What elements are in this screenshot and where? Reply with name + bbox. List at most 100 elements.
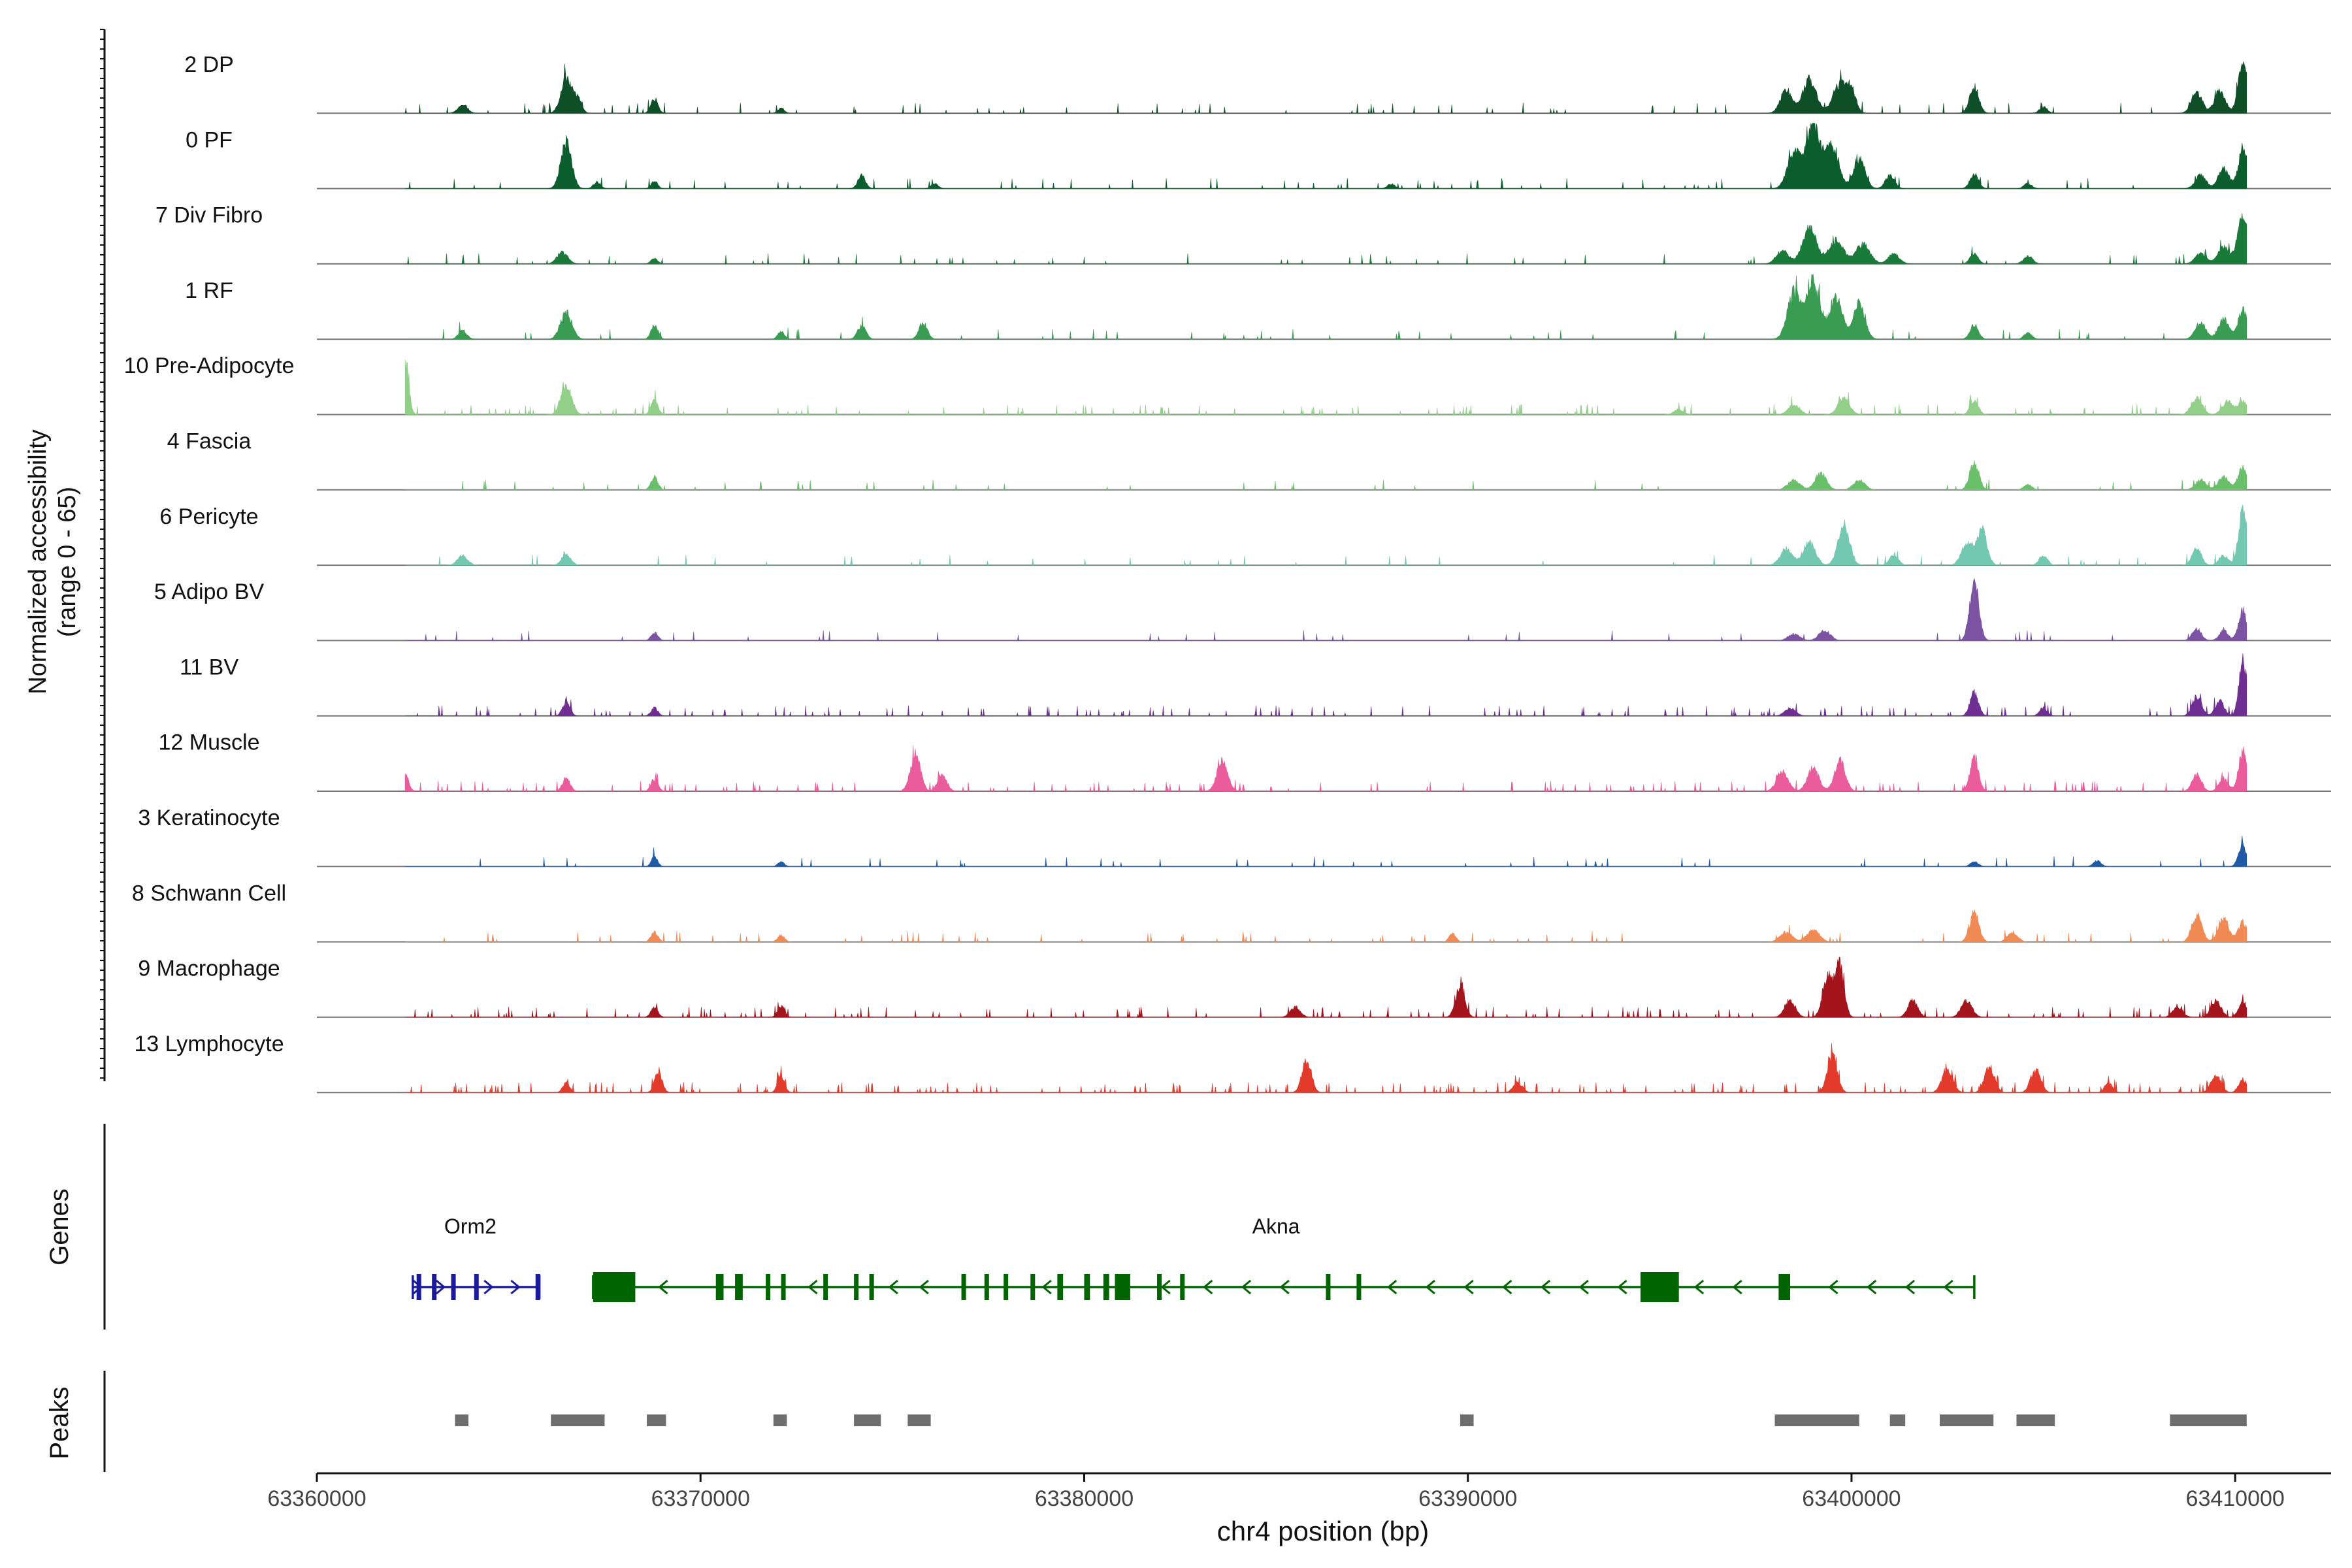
peak-region [455, 1414, 468, 1426]
strand-arrow [1241, 1279, 1252, 1295]
strand-arrow [1386, 1279, 1397, 1295]
gene-exon [1180, 1274, 1185, 1300]
track-label: 5 Adipo BV [154, 580, 265, 604]
gene-exon [1030, 1274, 1036, 1300]
gene-exon [1115, 1274, 1130, 1300]
gene-exon [1084, 1274, 1090, 1300]
peak-regions-panel [455, 1414, 2247, 1426]
peak-region [1940, 1414, 1994, 1426]
track-label: 3 Keratinocyte [138, 806, 280, 830]
strand-arrow [412, 1279, 423, 1295]
y-axis-label-line1: Normalized accessibility [24, 429, 52, 694]
track-label: 12 Muscle [159, 730, 260, 755]
track-13-lymphocyte: 13 Lymphocyte [134, 1032, 2331, 1094]
strand-arrow [1425, 1279, 1435, 1295]
track-label: 4 Fascia [167, 429, 252, 454]
track-label: 7 Div Fibro [155, 203, 263, 228]
strand-arrow [888, 1279, 898, 1295]
strand-arrow [1693, 1279, 1705, 1295]
y-axis-label-line2: (range 0 - 65) [54, 487, 81, 637]
gene-exon [1778, 1274, 1790, 1300]
track-0-pf: 0 PF [186, 123, 2331, 189]
peak-region [551, 1414, 605, 1426]
strand-arrow [483, 1279, 494, 1295]
gene-akna: Akna [592, 1215, 1976, 1302]
strand-arrow [1540, 1279, 1551, 1295]
peak-region [2170, 1414, 2247, 1426]
track-label: 13 Lymphocyte [134, 1032, 284, 1056]
gene-exon [781, 1274, 786, 1300]
track-9-macrophage: 9 Macrophage [138, 956, 2331, 1018]
coverage-area [405, 836, 2247, 867]
strand-arrow [1578, 1279, 1589, 1295]
peak-region [1460, 1414, 1474, 1426]
strand-arrow [1502, 1279, 1512, 1295]
strand-arrow [1203, 1279, 1213, 1295]
gene-exon [451, 1274, 456, 1300]
track-label: 9 Macrophage [138, 956, 280, 981]
gene-exon [854, 1274, 859, 1300]
x-tick-label: 63400000 [1802, 1486, 1901, 1511]
gene-exon [416, 1274, 421, 1300]
peak-region [647, 1414, 666, 1426]
strand-arrow [1617, 1279, 1627, 1295]
track-label: 0 PF [186, 127, 233, 152]
coverage-area [405, 1043, 2247, 1093]
y-axis [100, 29, 106, 1081]
gene-exon [1004, 1274, 1009, 1300]
gene-exon [1103, 1274, 1109, 1300]
strand-arrow [1866, 1279, 1877, 1295]
gene-exon [474, 1274, 479, 1300]
gene-exon [593, 1272, 636, 1302]
gene-name-label: Akna [1252, 1215, 1300, 1238]
gene-exon [823, 1274, 828, 1300]
strand-arrow [1279, 1279, 1290, 1295]
track-10-pre-adipocyte: 10 Pre-Adipocyte [124, 353, 2331, 416]
peaks-panel-label: Peaks [45, 1386, 74, 1459]
track-4-fascia: 4 Fascia [167, 429, 2331, 491]
strand-arrow [1732, 1279, 1742, 1295]
gene-exon [715, 1274, 724, 1300]
coverage-area [405, 213, 2247, 265]
strand-arrow [1160, 1279, 1171, 1295]
coverage-tracks: 2 DP 0 PF 7 Div Fibro 1 RF 10 Pre-Adipocyte 4… [124, 52, 2331, 1094]
x-tick-label: 63390000 [1418, 1486, 1517, 1511]
track-5-adipo-bv: 5 Adipo BV [154, 578, 2331, 642]
track-1-rf: 1 RF [185, 274, 2331, 340]
gene-annotation-panel: Orm2 Akna [412, 1215, 1976, 1302]
x-tick-label: 63380000 [1035, 1486, 1134, 1511]
track-8-schwann-cell: 8 Schwann Cell [132, 881, 2331, 943]
gene-exon [1057, 1274, 1064, 1300]
peak-region [2016, 1414, 2055, 1426]
track-label: 10 Pre-Adipocyte [124, 353, 295, 378]
track-label: 8 Schwann Cell [132, 881, 286, 906]
gene-orm2: Orm2 [412, 1215, 541, 1300]
genes-panel-label: Genes [45, 1188, 74, 1266]
strand-arrow [1463, 1279, 1474, 1295]
peak-region [1889, 1414, 1906, 1426]
coverage-area [405, 274, 2247, 340]
coverage-area [404, 61, 2247, 114]
peak-region [854, 1414, 881, 1426]
strand-arrow [1041, 1279, 1052, 1295]
peak-region [1774, 1414, 1859, 1426]
gene-exon [1326, 1274, 1331, 1300]
gene-exon [735, 1274, 743, 1300]
track-3-keratinocyte: 3 Keratinocyte [138, 806, 2331, 868]
coverage-area [405, 956, 2247, 1018]
coverage-area [405, 578, 2247, 641]
peak-region [907, 1414, 931, 1426]
coverage-area [404, 745, 2247, 792]
gene-exon [869, 1274, 874, 1300]
gene-name-label: Orm2 [444, 1215, 497, 1238]
gene-exon [535, 1274, 540, 1300]
track-label: 1 RF [185, 278, 233, 303]
coverage-area [405, 653, 2247, 716]
gene-exon [984, 1274, 989, 1300]
coverage-area [405, 909, 2247, 942]
gene-exon [1157, 1274, 1162, 1300]
strand-arrow [808, 1279, 818, 1295]
track-7-div-fibro: 7 Div Fibro [155, 203, 2331, 265]
gene-exon [766, 1274, 771, 1300]
